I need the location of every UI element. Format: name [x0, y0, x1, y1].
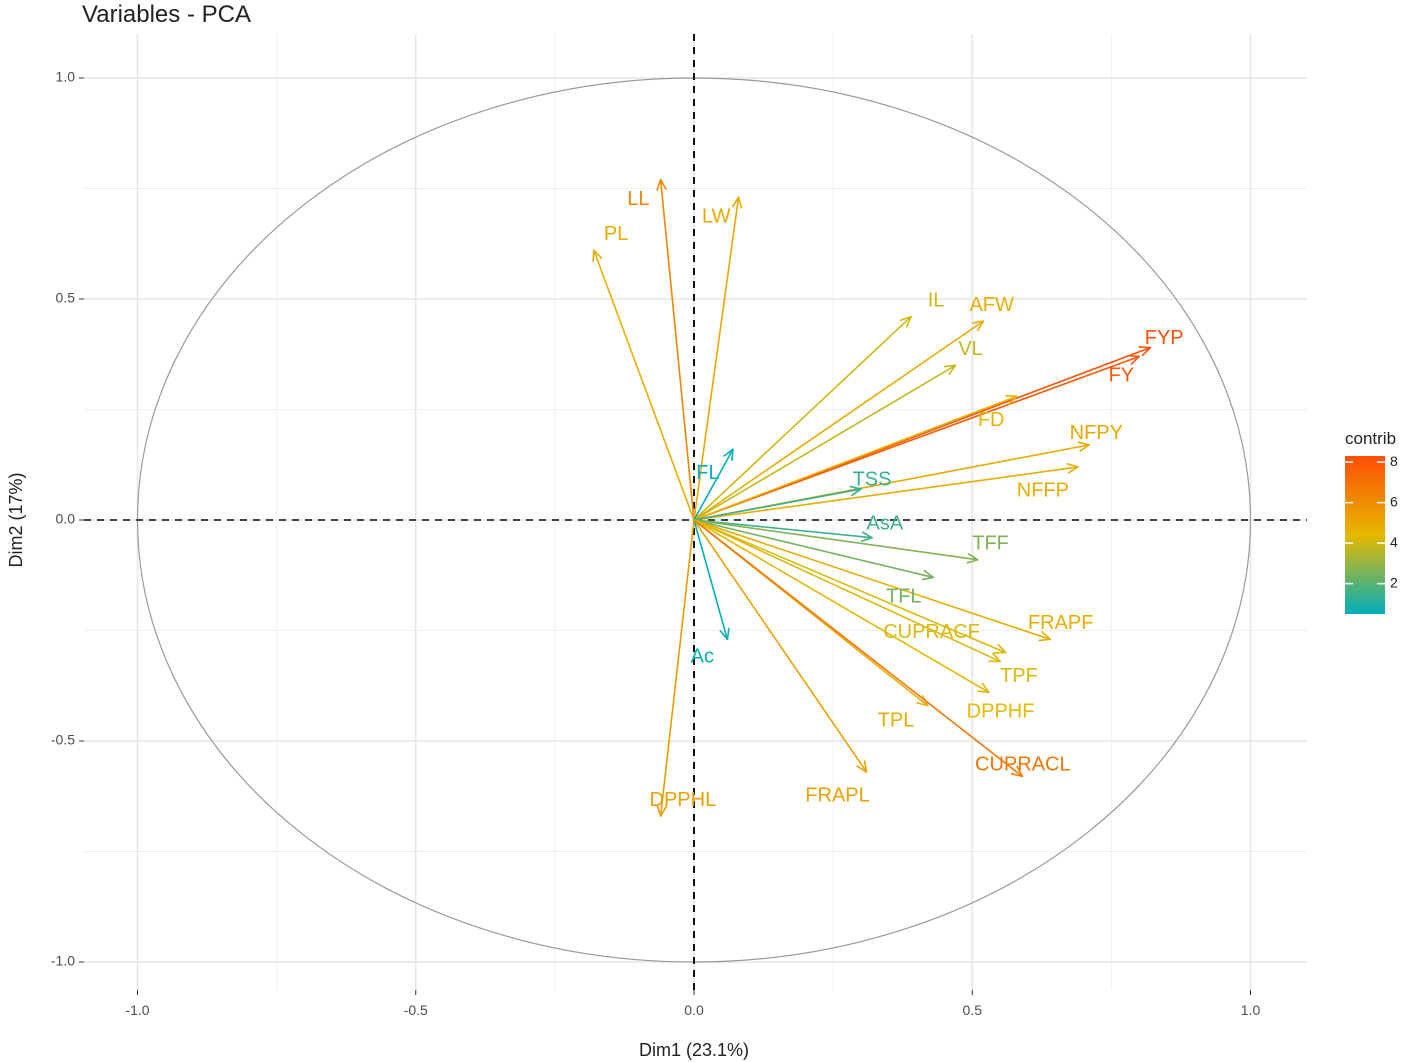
label-vl: VL: [958, 338, 982, 360]
label-frapl: FRAPL: [805, 785, 869, 807]
chart-title: Variables - PCA: [82, 1, 251, 28]
y-tick-label: -1.0: [51, 953, 75, 969]
label-cupracf: CUPRACF: [883, 621, 980, 643]
grid-minor: [84, 34, 1307, 990]
arrow-ll: [656, 178, 695, 521]
label-tss: TSS: [853, 469, 892, 491]
label-tff: TFF: [972, 533, 1009, 555]
label-fl: FL: [696, 462, 719, 484]
x-tick-label: 0.5: [963, 1002, 983, 1018]
arrow-il: [693, 315, 912, 521]
arrow-lw: [693, 196, 743, 521]
label-tfl: TFL: [886, 586, 922, 608]
label-cupracl: CUPRACL: [975, 754, 1071, 776]
x-axis-ticks: -1.0 -0.5 0.0 0.5 1.0: [125, 990, 1260, 1018]
y-axis-title: Dim2 (17%): [6, 472, 26, 567]
y-tick-label: 0.5: [56, 290, 76, 306]
legend-colorbar: [1345, 456, 1385, 614]
y-axis-ticks: -1.0 -0.5 0.0 0.5 1.0: [51, 69, 84, 969]
arrow-dpphf: [693, 519, 990, 694]
arrow-nffp: [693, 463, 1079, 521]
x-tick-label: 0.0: [684, 1002, 704, 1018]
legend-title: contrib: [1345, 429, 1396, 448]
label-lw: LW: [702, 206, 731, 228]
label-fd: FD: [978, 409, 1005, 431]
x-axis-title: Dim1 (23.1%): [639, 1040, 749, 1060]
arrow-afw: [693, 320, 985, 521]
legend-tick-label: 6: [1390, 493, 1398, 509]
label-dpphf: DPPHF: [967, 701, 1035, 723]
label-ac: Ac: [691, 645, 714, 667]
label-pl: PL: [604, 223, 628, 245]
arrow-fy: [693, 354, 1140, 521]
label-fy: FY: [1109, 365, 1135, 387]
arrow-asa: [693, 519, 873, 542]
label-nfpy: NFPY: [1070, 422, 1123, 444]
legend: contrib 2 4 6 8: [1345, 429, 1398, 614]
variable-labels: LL LW PL IL AFW VL FYP FY FD NFPY NFFP FL TSS AsA TFF T…: [604, 188, 1184, 811]
label-afw: AFW: [969, 294, 1014, 316]
arrow-tfl: [693, 519, 935, 581]
arrow-tpf: [693, 519, 1001, 663]
arrow-cupracl: [693, 519, 1024, 778]
arrow-dpphl: [656, 519, 695, 817]
arrow-frapl: [693, 519, 868, 773]
x-tick-label: -1.0: [125, 1002, 149, 1018]
arrow-ac: [693, 519, 730, 641]
label-dpphl: DPPHL: [650, 789, 717, 811]
legend-tick-label: 8: [1390, 453, 1398, 469]
arrow-tss: [693, 485, 862, 521]
arrow-fl: [693, 448, 734, 521]
label-ll: LL: [627, 188, 649, 210]
label-tpl: TPL: [878, 709, 915, 731]
arrow-pl: [592, 249, 695, 521]
label-frapf: FRAPF: [1028, 612, 1094, 634]
arrow-cupracf: [693, 519, 1007, 654]
arrow-frapf: [693, 519, 1051, 642]
label-asa: AsA: [867, 513, 904, 535]
y-tick-label: 1.0: [56, 69, 76, 85]
label-il: IL: [928, 289, 945, 311]
variable-arrows: [592, 178, 1152, 817]
x-tick-label: -0.5: [404, 1002, 428, 1018]
legend-ticks: 2 4 6 8: [1345, 453, 1398, 590]
label-tpf: TPF: [1000, 665, 1038, 687]
arrow-fd: [693, 394, 1018, 521]
legend-tick-label: 4: [1390, 534, 1398, 550]
y-tick-label: 0.0: [56, 511, 76, 527]
label-nffp: NFFP: [1017, 480, 1069, 502]
x-tick-label: 1.0: [1241, 1002, 1261, 1018]
label-fyp: FYP: [1145, 327, 1184, 349]
y-tick-label: -0.5: [51, 732, 75, 748]
arrow-tff: [693, 519, 979, 564]
legend-tick-label: 2: [1390, 574, 1398, 590]
arrow-vl: [693, 364, 957, 521]
